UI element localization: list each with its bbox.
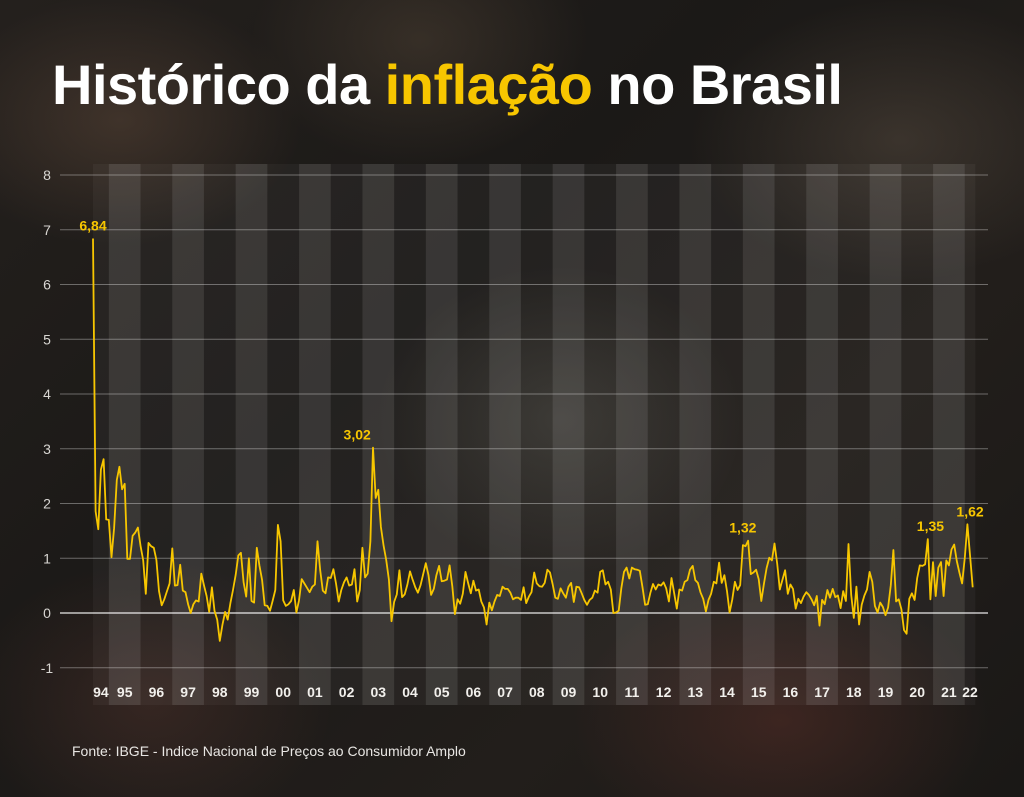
title-part-2: no Brasil bbox=[592, 53, 843, 116]
x-tick-label: 06 bbox=[466, 684, 482, 700]
y-tick-label: 1 bbox=[43, 550, 51, 566]
year-bands bbox=[93, 164, 976, 705]
peak-value-label: 6,84 bbox=[79, 218, 106, 234]
x-tick-label: 94 bbox=[93, 684, 109, 700]
year-band bbox=[394, 164, 426, 705]
y-tick-label: 7 bbox=[43, 222, 51, 238]
title-part-1: Histórico da bbox=[52, 53, 385, 116]
peak-annotations: 6,84 3,02 1,32 1,35 1,62 bbox=[79, 218, 983, 536]
y-tick-label: 3 bbox=[43, 441, 51, 457]
x-tick-label: 13 bbox=[688, 684, 704, 700]
x-tick-label: 11 bbox=[624, 684, 639, 700]
x-tick-label: 17 bbox=[814, 684, 830, 700]
year-band bbox=[235, 164, 268, 705]
year-band bbox=[616, 164, 648, 705]
x-tick-label: 20 bbox=[909, 684, 925, 700]
year-band bbox=[584, 164, 617, 705]
x-tick-label: 05 bbox=[434, 684, 450, 700]
x-tick-label: 97 bbox=[180, 684, 196, 700]
x-tick-label: 98 bbox=[212, 684, 228, 700]
year-band bbox=[172, 164, 204, 705]
peak-value-label: 1,32 bbox=[729, 520, 756, 536]
x-tick-label: 15 bbox=[751, 684, 767, 700]
year-band bbox=[457, 164, 490, 705]
x-tick-label: 18 bbox=[846, 684, 862, 700]
x-tick-label: 16 bbox=[783, 684, 799, 700]
year-band bbox=[330, 164, 363, 705]
year-band bbox=[140, 164, 173, 705]
y-tick-label: 0 bbox=[43, 605, 51, 621]
peak-value-label: 3,02 bbox=[344, 427, 371, 443]
year-band bbox=[489, 164, 521, 705]
year-band bbox=[108, 164, 141, 705]
x-tick-label: 09 bbox=[561, 684, 577, 700]
x-tick-label: 01 bbox=[307, 684, 323, 700]
y-tick-label: 4 bbox=[43, 386, 51, 402]
x-tick-label: 10 bbox=[592, 684, 608, 700]
year-band bbox=[647, 164, 680, 705]
x-tick-label: 08 bbox=[529, 684, 545, 700]
x-tick-label: 19 bbox=[878, 684, 894, 700]
year-band bbox=[806, 164, 838, 705]
y-tick-label: 8 bbox=[43, 167, 51, 183]
peak-value-label: 1,35 bbox=[917, 518, 944, 534]
title-highlight: inflação bbox=[384, 53, 593, 116]
x-tick-label: 99 bbox=[244, 684, 260, 700]
year-band bbox=[742, 164, 775, 705]
x-tick-label: 96 bbox=[149, 684, 165, 700]
year-band bbox=[520, 164, 553, 705]
x-tick-label: 07 bbox=[497, 684, 513, 700]
page-title: Histórico da inflação no Brasil bbox=[52, 52, 843, 117]
x-tick-label: 03 bbox=[371, 684, 387, 700]
peak-value-label: 1,62 bbox=[956, 503, 983, 519]
y-tick-label: 6 bbox=[43, 277, 51, 293]
source-caption: Fonte: IBGE - Indice Nacional de Preços … bbox=[72, 743, 466, 759]
year-band bbox=[679, 164, 712, 705]
x-tick-label: 95 bbox=[117, 684, 133, 700]
year-band bbox=[933, 164, 965, 705]
y-gridlines bbox=[60, 174, 988, 669]
x-tick-label: 04 bbox=[402, 684, 418, 700]
year-band bbox=[837, 164, 870, 705]
year-band bbox=[552, 164, 585, 705]
year-band bbox=[362, 164, 395, 705]
year-band bbox=[869, 164, 902, 705]
y-tick-label: 5 bbox=[43, 331, 51, 347]
x-tick-label: 22 bbox=[962, 684, 978, 700]
year-band bbox=[267, 164, 300, 705]
year-band bbox=[964, 164, 976, 705]
x-tick-label: 02 bbox=[339, 684, 355, 700]
y-tick-label: 2 bbox=[43, 496, 51, 512]
year-band bbox=[425, 164, 458, 705]
x-tick-label: 12 bbox=[656, 684, 672, 700]
year-band bbox=[93, 164, 109, 705]
x-tick-label: 21 bbox=[941, 684, 957, 700]
year-band bbox=[203, 164, 236, 705]
year-band bbox=[901, 164, 934, 705]
x-tick-label: 14 bbox=[719, 684, 735, 700]
year-band bbox=[711, 164, 743, 705]
ipca-series-line bbox=[92, 238, 974, 642]
year-band bbox=[774, 164, 807, 705]
year-band bbox=[299, 164, 331, 705]
y-tick-label: -1 bbox=[41, 660, 54, 676]
y-axis-tick-labels: -1 0 1 2 3 4 5 6 7 8 bbox=[41, 167, 54, 676]
x-axis-tick-labels: 94 95 96 97 98 99 00 01 02 03 04 05 06 07 08 09 10 11 12 13… bbox=[93, 684, 978, 700]
x-tick-label: 00 bbox=[275, 684, 291, 700]
